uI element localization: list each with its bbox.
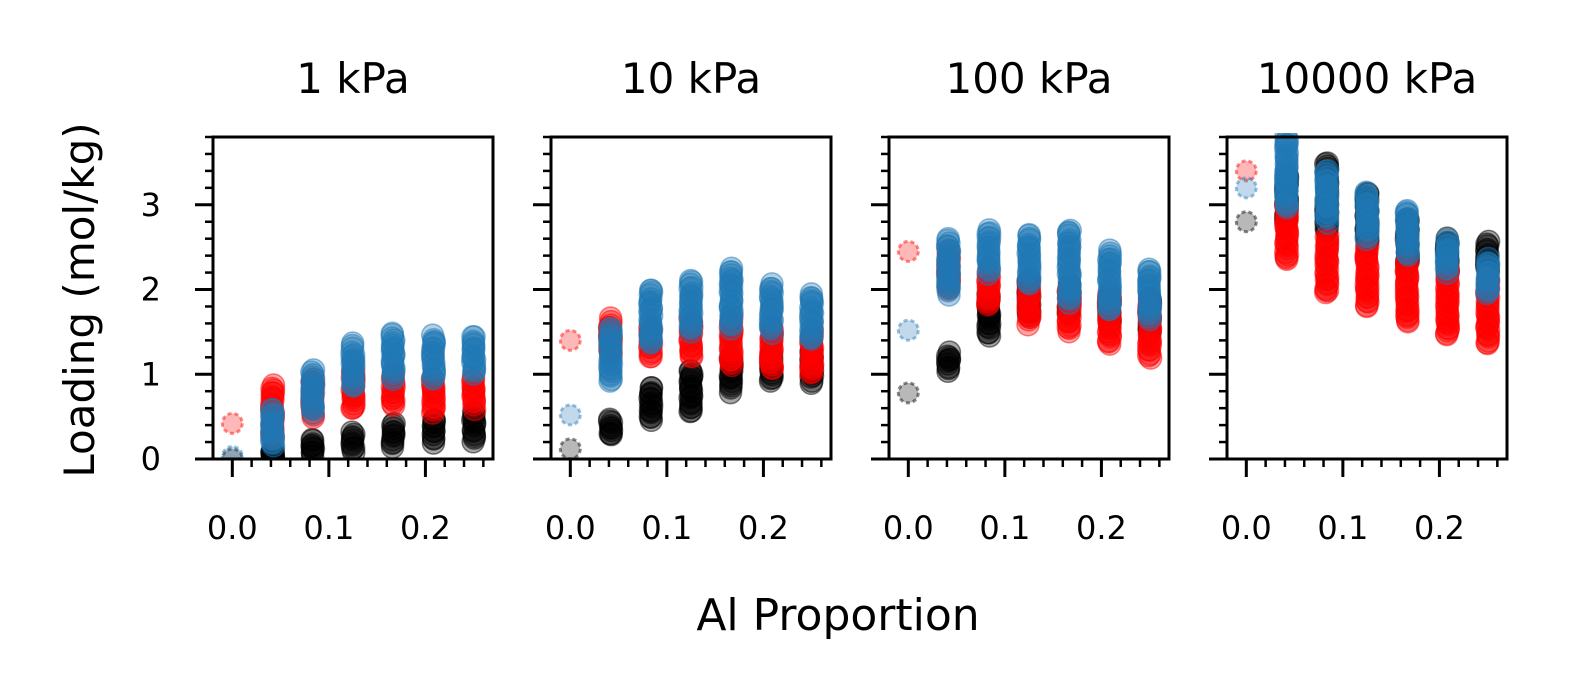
x-tick-label: 0.2 <box>400 509 451 547</box>
data-point <box>598 407 622 432</box>
data-point <box>598 317 623 341</box>
data-point <box>558 328 582 352</box>
data-point <box>977 218 1001 242</box>
scatter-points <box>896 218 1163 405</box>
panel-title: 100 kPa <box>945 54 1112 103</box>
data-point <box>760 272 784 296</box>
data-point <box>1315 158 1340 183</box>
panel-title: 10 kPa <box>621 54 761 103</box>
data-point <box>1476 246 1500 271</box>
data-point <box>936 226 961 251</box>
scatter-points <box>220 321 487 459</box>
panel-2: 10 kPa 0.0 0.1 0.2 <box>533 54 833 547</box>
data-point <box>1476 252 1501 276</box>
data-point <box>261 378 286 402</box>
panel-1: 1 kPa 0.0 0.1 0.2 0 1 2 3 <box>141 54 495 547</box>
x-tick-label: 0.1 <box>641 509 692 547</box>
series-blue <box>558 256 825 427</box>
data-point <box>558 437 582 459</box>
data-point <box>261 373 286 397</box>
x-tick-label: 0.1 <box>303 509 354 547</box>
panel-frame <box>549 135 833 461</box>
data-point <box>340 420 364 444</box>
x-tick-label: 0.2 <box>738 509 789 547</box>
data-point <box>1315 223 1340 248</box>
data-point <box>896 239 920 263</box>
x-tick-label: 0.2 <box>1414 509 1465 547</box>
panel-frame <box>211 135 495 461</box>
data-point <box>896 381 920 405</box>
data-point <box>896 318 920 342</box>
data-point <box>937 340 962 364</box>
data-point <box>1056 220 1081 244</box>
data-point <box>220 447 244 459</box>
x-tick-label: 0.0 <box>545 509 596 547</box>
scatter-points <box>1234 133 1501 356</box>
data-point <box>679 270 704 294</box>
data-point <box>380 321 405 346</box>
panel-4: 10000 kPa 0.0 0.1 0.2 <box>1209 54 1509 547</box>
panel-frame <box>887 135 1171 461</box>
x-tick-label: 0.0 <box>883 509 934 547</box>
data-point <box>1234 159 1258 183</box>
x-tick-label: 0.2 <box>1076 509 1127 547</box>
data-point <box>260 398 284 422</box>
data-point <box>1354 180 1378 205</box>
data-point <box>1395 198 1419 223</box>
x-tick-label: 0.1 <box>1317 509 1368 547</box>
data-point <box>301 358 326 382</box>
y-tick-label: 1 <box>141 355 161 393</box>
data-point <box>719 256 744 280</box>
data-point <box>799 282 824 306</box>
x-axis-label: Al Proportion <box>696 590 979 641</box>
data-point <box>1234 210 1258 234</box>
data-point <box>935 344 960 368</box>
y-axis-label: Loading (mol/kg) <box>55 122 104 477</box>
data-point <box>1017 222 1041 247</box>
panel-frame <box>1225 135 1509 461</box>
data-point <box>1234 176 1258 200</box>
panel-title: 10000 kPa <box>1257 54 1477 103</box>
y-tick-label: 0 <box>141 440 161 478</box>
data-point <box>300 427 324 452</box>
x-tick-label: 0.0 <box>1221 509 1272 547</box>
panel-title: 1 kPa <box>296 54 410 103</box>
data-point <box>260 404 284 428</box>
x-tick-label: 0.1 <box>979 509 1030 547</box>
panel-3: 100 kPa 0.0 0.1 0.2 <box>871 54 1171 547</box>
data-point <box>1435 227 1460 252</box>
data-point <box>558 403 582 427</box>
series-blue <box>896 218 1163 342</box>
series-blue <box>220 321 487 459</box>
data-point <box>461 324 485 349</box>
data-point <box>678 268 703 293</box>
data-point <box>1137 257 1161 281</box>
data-point <box>937 345 961 370</box>
data-point <box>639 376 664 400</box>
data-point <box>220 444 244 459</box>
y-tick-label: 2 <box>141 271 161 309</box>
x-tick-label: 0.0 <box>207 509 258 547</box>
y-tick-label: 3 <box>141 186 161 224</box>
data-point <box>1058 218 1083 243</box>
scatter-points <box>558 256 825 459</box>
data-point <box>220 411 244 435</box>
data-point <box>1098 238 1122 262</box>
data-point <box>341 331 365 355</box>
data-point <box>420 323 445 347</box>
data-point <box>639 278 663 302</box>
series-black <box>220 400 487 459</box>
